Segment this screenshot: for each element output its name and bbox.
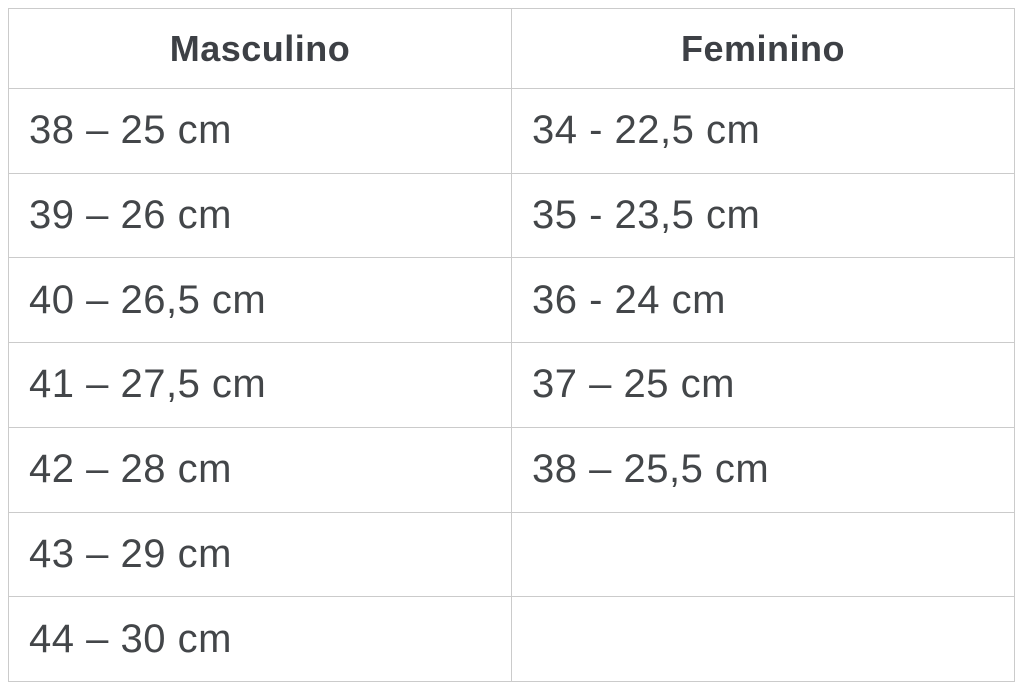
- cell-feminino: 37 – 25 cm: [511, 342, 1015, 428]
- table-row: 40 – 26,5 cm 36 - 24 cm: [8, 257, 1015, 344]
- cell-masculino: 40 – 26,5 cm: [8, 257, 512, 344]
- column-header-feminino: Feminino: [511, 8, 1015, 89]
- table-row: 38 – 25 cm 34 - 22,5 cm: [8, 88, 1015, 174]
- cell-masculino: 44 – 30 cm: [8, 596, 512, 682]
- cell-feminino: 38 – 25,5 cm: [511, 426, 1015, 513]
- cell-masculino: 41 – 27,5 cm: [8, 342, 512, 428]
- header-row: Masculino Feminino: [8, 8, 1015, 89]
- table-row: 39 – 26 cm 35 - 23,5 cm: [8, 172, 1015, 259]
- cell-masculino: 39 – 26 cm: [8, 172, 512, 259]
- cell-feminino: [511, 511, 1015, 598]
- cell-masculino: 43 – 29 cm: [8, 511, 512, 598]
- table-header: Masculino Feminino: [8, 8, 1015, 89]
- size-conversion-table: Masculino Feminino 38 – 25 cm 34 - 22,5 …: [8, 8, 1015, 682]
- cell-feminino: 36 - 24 cm: [511, 257, 1015, 344]
- cell-feminino: 35 - 23,5 cm: [511, 172, 1015, 259]
- table-body: 38 – 25 cm 34 - 22,5 cm 39 – 26 cm 35 - …: [8, 88, 1015, 682]
- cell-masculino: 42 – 28 cm: [8, 426, 512, 513]
- cell-masculino: 38 – 25 cm: [8, 88, 512, 174]
- cell-feminino: 34 - 22,5 cm: [511, 88, 1015, 174]
- column-header-masculino: Masculino: [8, 8, 512, 89]
- table-row: 44 – 30 cm: [8, 596, 1015, 682]
- table-row: 43 – 29 cm: [8, 511, 1015, 598]
- shoe-size-table: Masculino Feminino 38 – 25 cm 34 - 22,5 …: [8, 8, 1015, 682]
- table-row: 42 – 28 cm 38 – 25,5 cm: [8, 426, 1015, 513]
- table-row: 41 – 27,5 cm 37 – 25 cm: [8, 342, 1015, 428]
- cell-feminino: [511, 596, 1015, 682]
